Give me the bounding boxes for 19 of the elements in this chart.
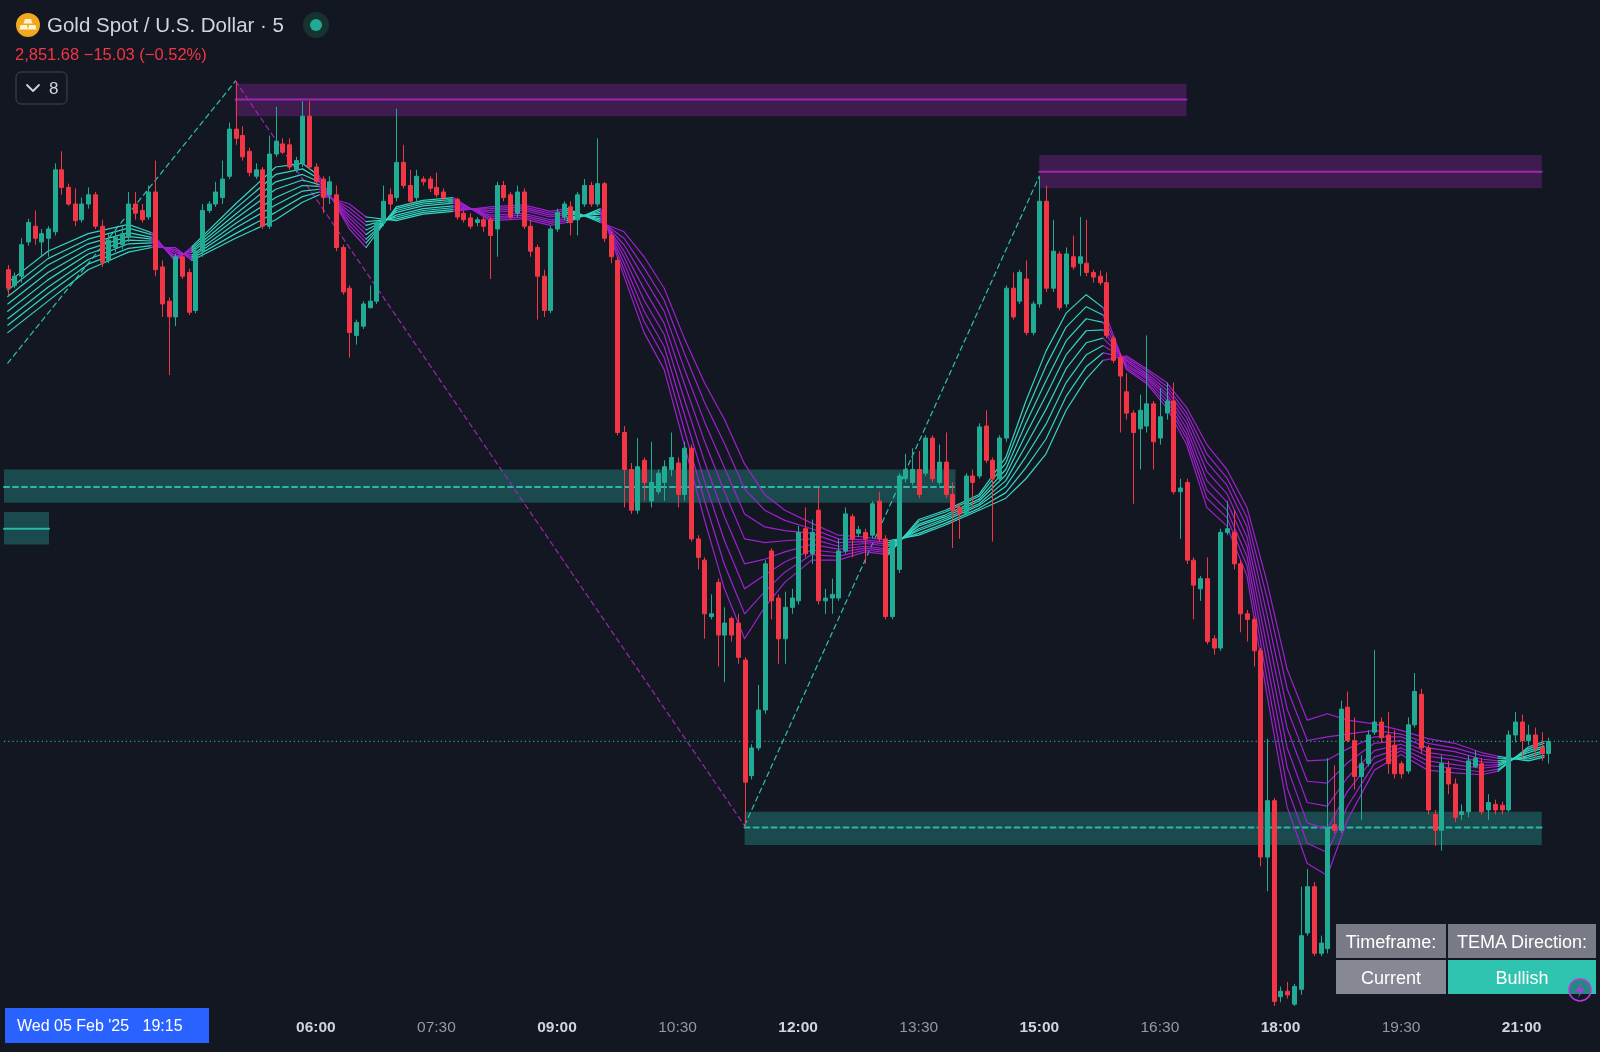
annotation: Timeframe:	[1345, 931, 1437, 952]
x-tick-label: 10:30	[658, 1018, 698, 1035]
annotation: Current	[1360, 967, 1422, 988]
x-tick-label: 13:30	[899, 1018, 939, 1035]
annotation: TEMA Direction:	[1456, 931, 1588, 952]
x-tick-label: 16:30	[1140, 1018, 1180, 1035]
chart-title: Gold Spot / U.S. Dollar · 5	[47, 12, 284, 38]
x-tick-label: 18:00	[1260, 1018, 1301, 1035]
x-tick-label: 15:00	[1019, 1018, 1060, 1035]
x-tick-label: 06:00	[296, 1018, 336, 1035]
x-tick-label: 09:00	[537, 1018, 577, 1035]
text: Wed 05 Feb '25 19:15	[17, 1017, 183, 1034]
x-tick-label: 21:00	[1501, 1018, 1542, 1035]
annotation: Bullish	[1495, 967, 1549, 988]
x-tick-label: 07:30	[417, 1018, 457, 1035]
chart-subtitle: 2,851.68 −15.03 (−0.52%)	[15, 44, 207, 64]
annotation: 8	[49, 79, 59, 98]
x-tick-label: 19:30	[1381, 1018, 1421, 1035]
x-tick-label: 12:00	[778, 1018, 819, 1035]
